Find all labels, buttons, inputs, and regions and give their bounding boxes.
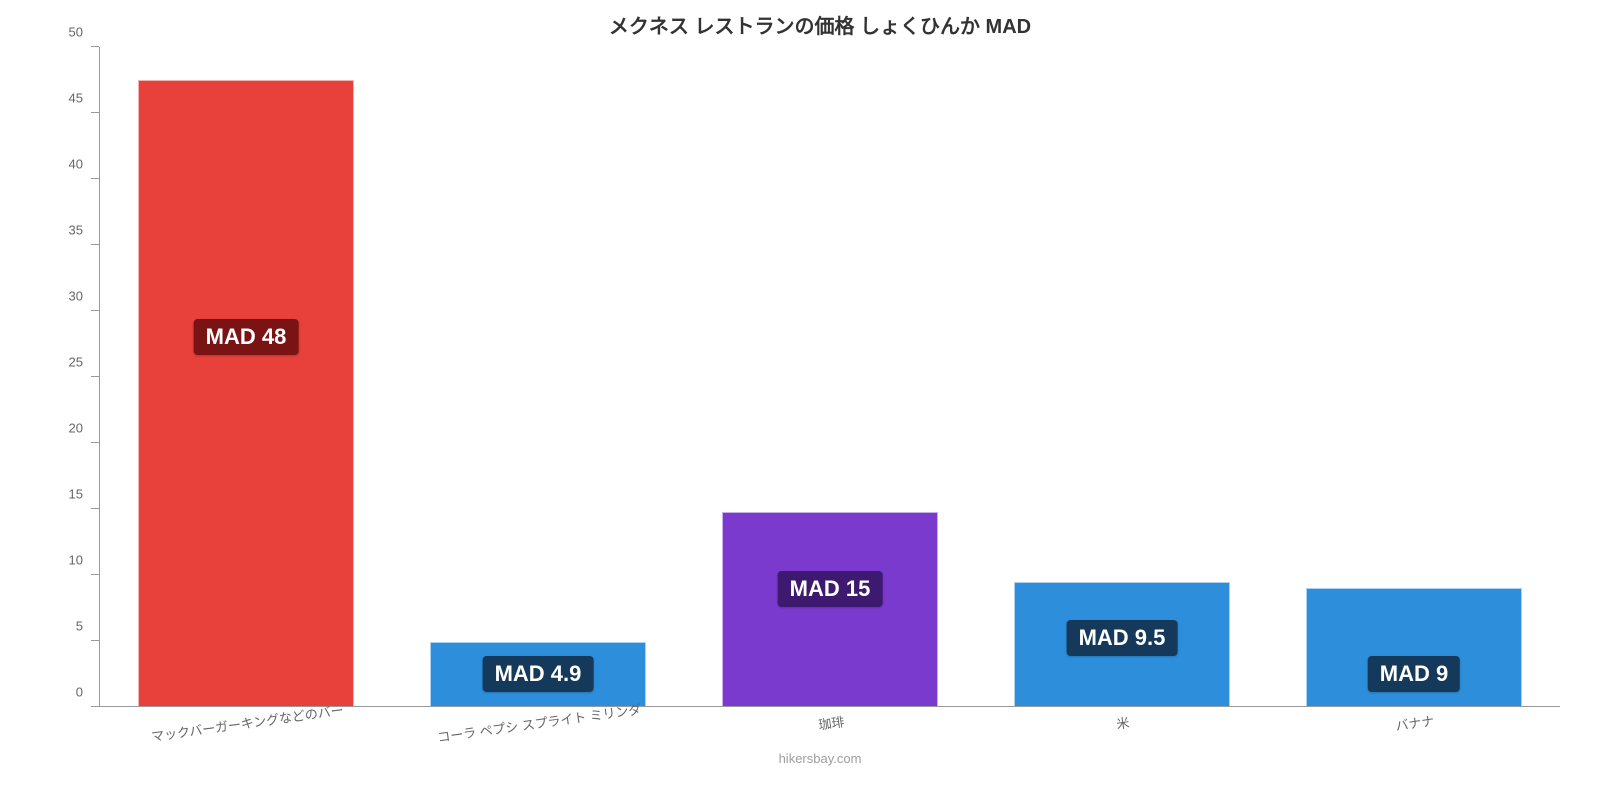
- plot-area: 05101520253035404550 MAD 48MAD 4.9MAD 15…: [100, 47, 1560, 707]
- bar: MAD 48: [138, 80, 354, 707]
- x-axis-labels: マックバーガーキングなどのバーコーラ ペプシ スプライト ミリンダ珈琲米バナナ: [100, 707, 1560, 757]
- x-label-slot: マックバーガーキングなどのバー: [100, 707, 392, 757]
- value-badge: MAD 15: [778, 571, 883, 607]
- x-label-slot: コーラ ペプシ スプライト ミリンダ: [392, 707, 684, 757]
- bar: MAD 9: [1306, 588, 1522, 707]
- y-tick-label: 15: [69, 487, 83, 502]
- bars-group: MAD 48 MAD 4.9 MAD 15 MAD 9.5 MAD 9: [100, 47, 1560, 707]
- bar: MAD 4.9: [430, 642, 646, 707]
- value-badge: MAD 4.9: [483, 656, 594, 692]
- y-tick-label: 30: [69, 289, 83, 304]
- y-tick: [91, 310, 99, 311]
- x-label-slot: 米: [976, 707, 1268, 757]
- attribution-text: hikersbay.com: [60, 751, 1580, 766]
- chart-title: メクネス レストランの価格 しょくひんか MAD: [60, 10, 1580, 39]
- y-tick: [91, 244, 99, 245]
- bar-slot: MAD 48: [100, 47, 392, 707]
- y-tick-label: 45: [69, 91, 83, 106]
- y-tick-label: 35: [69, 223, 83, 238]
- value-badge: MAD 48: [194, 319, 299, 355]
- y-tick: [91, 112, 99, 113]
- y-tick: [91, 508, 99, 509]
- value-badge: MAD 9: [1368, 656, 1460, 692]
- y-tick: [91, 706, 99, 707]
- y-tick-label: 20: [69, 421, 83, 436]
- bar-slot: MAD 4.9: [392, 47, 684, 707]
- y-tick: [91, 46, 99, 47]
- y-tick-label: 5: [76, 619, 83, 634]
- y-tick: [91, 640, 99, 641]
- y-tick-label: 0: [76, 685, 83, 700]
- bar-slot: MAD 15: [684, 47, 976, 707]
- y-axis: 05101520253035404550: [88, 47, 100, 707]
- bar: MAD 15: [722, 512, 938, 707]
- bar-slot: MAD 9: [1268, 47, 1560, 707]
- y-tick: [91, 442, 99, 443]
- price-bar-chart: メクネス レストランの価格 しょくひんか MAD 051015202530354…: [60, 10, 1580, 770]
- y-tick: [91, 574, 99, 575]
- y-tick-label: 50: [69, 25, 83, 40]
- y-tick-label: 25: [69, 355, 83, 370]
- x-label-slot: 珈琲: [684, 707, 976, 757]
- y-tick-label: 40: [69, 157, 83, 172]
- bar-slot: MAD 9.5: [976, 47, 1268, 707]
- value-badge: MAD 9.5: [1067, 620, 1178, 656]
- bar: MAD 9.5: [1014, 582, 1230, 707]
- y-tick: [91, 376, 99, 377]
- x-label-slot: バナナ: [1268, 707, 1560, 757]
- y-tick: [91, 178, 99, 179]
- y-tick-label: 10: [69, 553, 83, 568]
